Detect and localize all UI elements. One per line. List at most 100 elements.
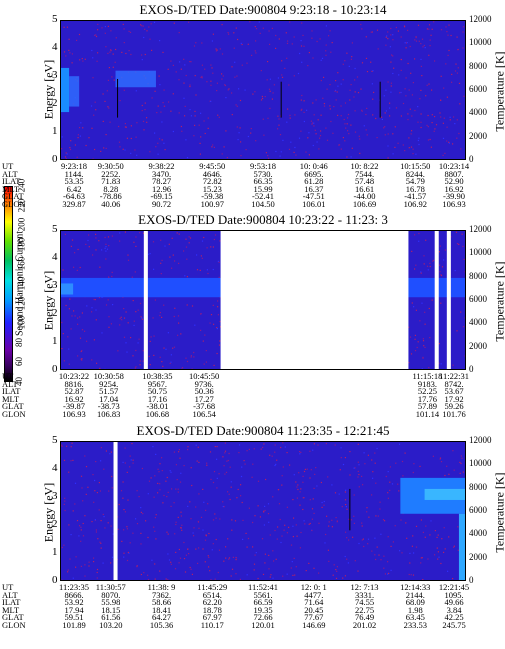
heatmap-cell (154, 578, 156, 580)
heatmap-cell (183, 58, 185, 60)
heatmap-cell (316, 485, 318, 487)
heatmap-cell (161, 316, 163, 318)
heatmap-cell (149, 253, 151, 255)
heatmap-cell (173, 315, 175, 318)
row-label: UT (2, 582, 14, 592)
heatmap-cell (97, 23, 99, 25)
heatmap-cell (412, 82, 414, 84)
y2-tick-label: 6000 (469, 294, 487, 304)
row-value: 5561. (253, 589, 273, 600)
heatmap-cell (298, 472, 300, 474)
heatmap-cell (129, 466, 131, 468)
heatmap-cell (122, 497, 124, 499)
heatmap-cell (109, 121, 111, 123)
heatmap-cell (122, 461, 124, 463)
heatmap-cell (173, 502, 175, 504)
heatmap-cell (358, 542, 360, 545)
heatmap-cell (400, 519, 402, 521)
heatmap-cell (170, 505, 172, 507)
heatmap-cell (267, 155, 269, 157)
heatmap-cell (322, 97, 324, 99)
heatmap-cell (429, 138, 431, 141)
heatmap-cell (292, 574, 294, 576)
heatmap-cell (183, 97, 185, 99)
heatmap-cell (267, 513, 270, 515)
heatmap-cell (446, 465, 448, 467)
row-value: 7544. (354, 168, 375, 179)
heatmap-cell (416, 346, 418, 349)
heatmap-cell (390, 85, 392, 87)
heatmap-cell (74, 315, 76, 317)
y2-tick-label: 10000 (469, 247, 492, 258)
heatmap-cell (209, 322, 211, 324)
heatmap-cell (237, 38, 239, 41)
heatmap-cell (105, 147, 107, 149)
heatmap-cell (389, 102, 391, 104)
heatmap-cell (387, 81, 389, 83)
heatmap-cell (123, 552, 125, 554)
heatmap-cell (301, 61, 303, 63)
heatmap-cell (145, 520, 147, 522)
heatmap-cell (225, 471, 228, 473)
heatmap-cell (194, 110, 196, 112)
heatmap-cell (343, 118, 345, 121)
heatmap-cell (217, 306, 219, 308)
heatmap-cell (207, 117, 209, 119)
row-value: -37.68 (193, 401, 216, 412)
heatmap-cell (134, 271, 136, 273)
heatmap-cell (347, 130, 349, 132)
heatmap-cell (128, 50, 130, 52)
heatmap-cell (384, 520, 386, 522)
heatmap-cell (184, 275, 186, 277)
row-label: MLT (2, 393, 20, 404)
heatmap-cell (213, 364, 215, 366)
heatmap-cell (65, 158, 67, 159)
heatmap-cell (185, 139, 187, 141)
heatmap-cell (186, 304, 188, 306)
heatmap-cell (197, 446, 199, 448)
heatmap-cell (409, 552, 411, 554)
heatmap-cell (99, 367, 101, 369)
heatmap-cell (95, 529, 97, 531)
heatmap-cell (167, 491, 169, 493)
info-row-ilat: ILAT 53.92 55.98 58.66 62.20 66.59 71.64 74.55 6… (2, 598, 502, 607)
heatmap-cell (82, 535, 85, 537)
heatmap-cell (201, 75, 203, 78)
row-value: 52.90 (444, 176, 464, 187)
y-tick-label: 3 (52, 69, 58, 81)
heatmap-cell (295, 566, 297, 568)
heatmap-cell (414, 109, 416, 112)
heatmap-cell (269, 534, 271, 536)
heatmap-cell (269, 90, 271, 92)
heatmap-cell (161, 361, 163, 363)
heatmap-cell (337, 114, 339, 116)
heatmap-cell (440, 75, 442, 77)
heatmap-cell (320, 481, 322, 484)
heatmap-cell (422, 357, 424, 359)
heatmap-cell (402, 475, 404, 477)
heatmap-cell (152, 317, 154, 319)
heatmap-cell (239, 578, 241, 580)
heatmap-cell (425, 525, 427, 527)
heatmap-cell (179, 61, 181, 63)
heatmap-cell (447, 34, 449, 36)
heatmap-cell (191, 573, 193, 575)
heatmap-cell (184, 571, 187, 573)
heatmap-cell (216, 327, 218, 329)
heatmap-cell (153, 335, 155, 337)
heatmap-cell (218, 116, 220, 118)
heatmap-cell (406, 537, 408, 539)
heatmap-cell (82, 522, 84, 525)
heatmap-cell (424, 346, 426, 348)
heatmap-cell (376, 447, 378, 450)
heatmap-cell (354, 467, 356, 469)
heatmap-cell (378, 554, 380, 556)
heatmap-cell (191, 305, 194, 307)
row-label: ALT (2, 378, 18, 389)
heatmap-cell (207, 127, 209, 129)
heatmap-cell (232, 556, 234, 558)
row-value: 66.35 (253, 176, 273, 187)
heatmap-cell (375, 117, 377, 120)
heatmap-cell (108, 326, 110, 328)
heatmap-cell (61, 348, 63, 350)
